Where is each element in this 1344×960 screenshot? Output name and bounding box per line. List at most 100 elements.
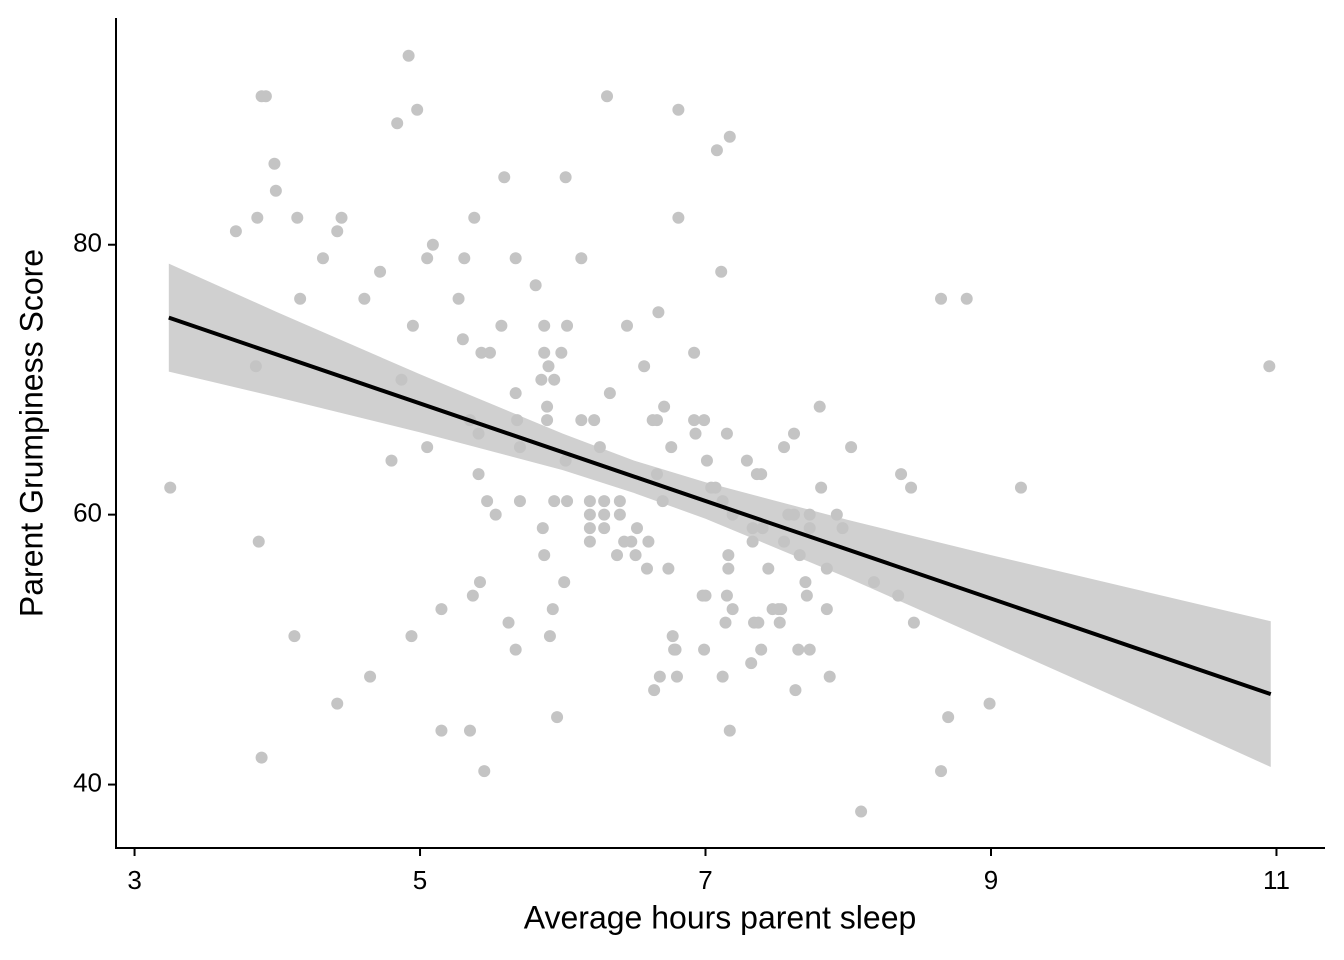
data-point [716,670,729,683]
data-point [391,117,404,130]
data-point [541,414,554,427]
data-point [656,495,669,508]
data-point [255,751,268,764]
data-point [699,589,712,602]
data-point [658,400,671,413]
data-point [672,211,685,224]
data-point [700,454,713,467]
x-tick-label: 7 [698,865,712,895]
data-point [426,238,439,251]
data-point [511,414,524,427]
data-point [745,657,758,670]
data-point [778,441,791,454]
data-point [601,90,614,103]
data-point [720,427,733,440]
data-point [746,522,759,535]
data-point [252,535,265,548]
data-point [331,225,344,238]
data-point [475,346,488,359]
data-point [867,576,880,589]
data-point [726,603,739,616]
data-point [502,616,515,629]
data-point [558,576,571,589]
data-point [358,292,371,305]
data-point [536,522,549,535]
data-point [406,319,419,332]
data-point [1263,360,1276,373]
data-point [775,603,788,616]
data-point [630,522,643,535]
data-point [723,724,736,737]
data-point [638,360,651,373]
data-point [722,562,735,575]
data-point [650,468,663,481]
data-point [830,508,843,521]
data-point [755,468,768,481]
data-point [935,292,948,305]
data-point [983,697,996,710]
x-tick-label: 5 [413,865,427,895]
data-point [719,616,732,629]
data-point [269,184,282,197]
data-point [421,441,434,454]
data-point [402,49,415,62]
data-point [548,495,561,508]
data-point [452,292,465,305]
data-point [583,522,596,535]
data-point [723,130,736,143]
data-point [548,373,561,386]
data-point [650,414,663,427]
data-point [543,630,556,643]
data-point [164,481,177,494]
data-point [385,454,398,467]
data-point [935,765,948,778]
data-point [463,724,476,737]
data-point [666,630,679,643]
data-point [845,441,858,454]
data-point [593,441,606,454]
data-point [688,414,701,427]
data-point [689,427,702,440]
data-point [815,481,828,494]
data-point [813,400,826,413]
data-point [800,589,813,602]
data-point [509,252,522,265]
data-point [529,279,542,292]
data-point [481,495,494,508]
data-point [820,562,833,575]
data-point [538,549,551,562]
data-point [538,319,551,332]
data-point [1014,481,1027,494]
data-point [942,711,955,724]
data-point [288,630,301,643]
data-point [895,468,908,481]
data-point [583,495,596,508]
data-point [535,373,548,386]
data-point [546,603,559,616]
data-point [603,387,616,400]
data-point [629,549,642,562]
data-point [752,616,765,629]
data-point [613,495,626,508]
data-point [364,670,377,683]
data-point [778,535,791,548]
data-point [555,346,568,359]
data-point [672,103,685,116]
data-point [648,684,661,697]
data-point [575,252,588,265]
data-point [538,346,551,359]
data-point [583,508,596,521]
data-point [421,252,434,265]
data-point [611,549,624,562]
data-point [229,225,242,238]
data-point [468,211,481,224]
data-point [640,562,653,575]
data-point [291,211,304,224]
data-point [670,670,683,683]
data-point [698,414,711,427]
data-point [513,495,526,508]
data-point [625,535,638,548]
data-point [652,306,665,319]
x-tick-label: 3 [127,865,141,895]
